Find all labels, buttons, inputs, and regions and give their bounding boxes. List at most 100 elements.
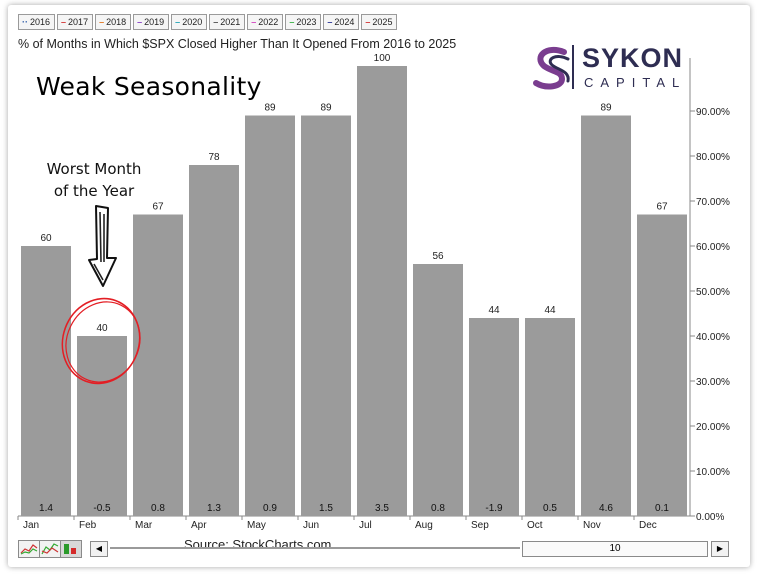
year-tab-2024[interactable]: –2024: [323, 14, 360, 30]
bar-bottom-label: 4.6: [599, 503, 613, 514]
x-tick-label: Dec: [639, 520, 657, 531]
bar-feb: [77, 336, 127, 516]
scroll-left-button[interactable]: ◀: [90, 541, 108, 557]
y-tick-label: 60.00%: [696, 242, 730, 253]
year-tab-2022[interactable]: –2022: [247, 14, 284, 30]
bar-value-label: 67: [152, 202, 164, 213]
x-tick-label: Mar: [135, 520, 153, 531]
x-tick-label: Jun: [303, 520, 319, 531]
bar-bottom-label: -0.5: [93, 503, 111, 514]
year-swatch: –: [289, 17, 295, 27]
sykon-logo: SYKON CAPITAL: [528, 41, 688, 93]
x-tick-label: Jan: [23, 520, 39, 531]
bar-value-label: 89: [264, 103, 276, 114]
bar-nov: [581, 115, 631, 516]
year-label: 2017: [68, 17, 89, 27]
chart-title: % of Months in Which $SPX Closed Higher …: [18, 37, 457, 51]
year-swatch: –: [99, 17, 105, 27]
x-tick-label: Nov: [583, 520, 601, 531]
year-tab-2025[interactable]: –2025: [361, 14, 398, 30]
year-label: 2021: [220, 17, 241, 27]
bar-bottom-label: -1.9: [485, 503, 503, 514]
y-tick-label: 90.00%: [696, 107, 730, 118]
bar-jun: [301, 115, 351, 516]
year-tab-2020[interactable]: –2020: [171, 14, 208, 30]
x-tick-label: Oct: [527, 520, 543, 531]
bar-oct: [525, 318, 575, 516]
y-tick-label: 70.00%: [696, 197, 730, 208]
year-swatch: –: [137, 17, 143, 27]
bar-value-label: 44: [544, 305, 556, 316]
year-swatch: –: [251, 17, 257, 27]
bar-aug: [413, 264, 463, 516]
bar-bottom-label: 1.3: [207, 503, 221, 514]
highlight-circle-stroke: [65, 301, 141, 383]
year-swatch: –: [175, 17, 181, 27]
y-tick-label: 80.00%: [696, 152, 730, 163]
year-swatch: –: [213, 17, 219, 27]
x-tick-label: Sep: [471, 520, 489, 531]
logo-name: SYKON: [582, 43, 684, 73]
x-tick-label: Feb: [79, 520, 97, 531]
logo-divider: [572, 45, 574, 89]
bar-value-label: 40: [96, 323, 108, 334]
scroll-right-button[interactable]: ▶: [711, 541, 729, 557]
y-tick-label: 30.00%: [696, 377, 730, 388]
y-tick-label: 10.00%: [696, 467, 730, 478]
year-label: 2025: [372, 17, 393, 27]
bar-sep: [469, 318, 519, 516]
year-swatch: ··: [22, 17, 28, 27]
year-legend: ·· 2016–2017–2018–2019–2020–2021–2022–202…: [18, 14, 399, 30]
bar-apr: [189, 165, 239, 516]
y-tick-label: 0.00%: [696, 512, 724, 523]
bar-bottom-label: 0.1: [655, 503, 669, 514]
bar-dec: [637, 214, 687, 516]
scrollbar-track[interactable]: [110, 547, 520, 549]
year-tab-2019[interactable]: –2019: [133, 14, 170, 30]
bar-jan: [21, 246, 71, 516]
year-label: 2019: [144, 17, 165, 27]
year-swatch: –: [61, 17, 67, 27]
year-label: 2020: [182, 17, 203, 27]
year-tab-2017[interactable]: –2017: [57, 14, 94, 30]
year-label: 2016: [30, 17, 51, 27]
bar-value-label: 100: [374, 53, 391, 64]
seasonality-bars-icon[interactable]: [60, 540, 82, 558]
bar-value-label: 67: [656, 202, 668, 213]
sykon-s-icon: [533, 46, 570, 90]
line-chart-icon[interactable]: [18, 540, 40, 558]
bar-value-label: 60: [40, 233, 52, 244]
x-tick-label: Jul: [359, 520, 372, 531]
worst-month-annotation: Worst Month of the Year: [46, 160, 142, 200]
performance-chart-icon[interactable]: [39, 540, 61, 558]
source-note: Source: StockCharts.com: [184, 537, 332, 552]
year-tab-2018[interactable]: –2018: [95, 14, 132, 30]
bar-value-label: 89: [600, 103, 612, 114]
x-tick-label: May: [247, 520, 266, 531]
bar-bottom-label: 0.8: [431, 503, 445, 514]
year-label: 2018: [106, 17, 127, 27]
bar-bottom-label: 3.5: [375, 503, 389, 514]
bar-value-label: 89: [320, 103, 332, 114]
x-tick-label: Apr: [191, 520, 207, 531]
bar-bottom-label: 1.5: [319, 503, 333, 514]
year-swatch: –: [365, 17, 371, 27]
year-tab-2023[interactable]: –2023: [285, 14, 322, 30]
chart-toolbar: Source: StockCharts.com ◀ 10 ▶: [18, 537, 742, 560]
year-label: 2024: [334, 17, 355, 27]
x-tick-label: Aug: [415, 520, 433, 531]
bar-may: [245, 115, 295, 516]
period-input[interactable]: 10: [522, 541, 708, 557]
year-tab-2021[interactable]: –2021: [209, 14, 246, 30]
bar-value-label: 78: [208, 152, 220, 163]
logo-subtitle: CAPITAL: [584, 75, 687, 90]
bar-jul: [357, 66, 407, 516]
year-swatch: –: [327, 17, 333, 27]
bar-value-label: 56: [432, 251, 444, 262]
down-arrow-icon: [88, 205, 117, 287]
bar-bottom-label: 0.9: [263, 503, 277, 514]
bar-value-label: 44: [488, 305, 500, 316]
year-label: 2022: [258, 17, 279, 27]
year-tab-2016[interactable]: ·· 2016: [18, 14, 56, 30]
